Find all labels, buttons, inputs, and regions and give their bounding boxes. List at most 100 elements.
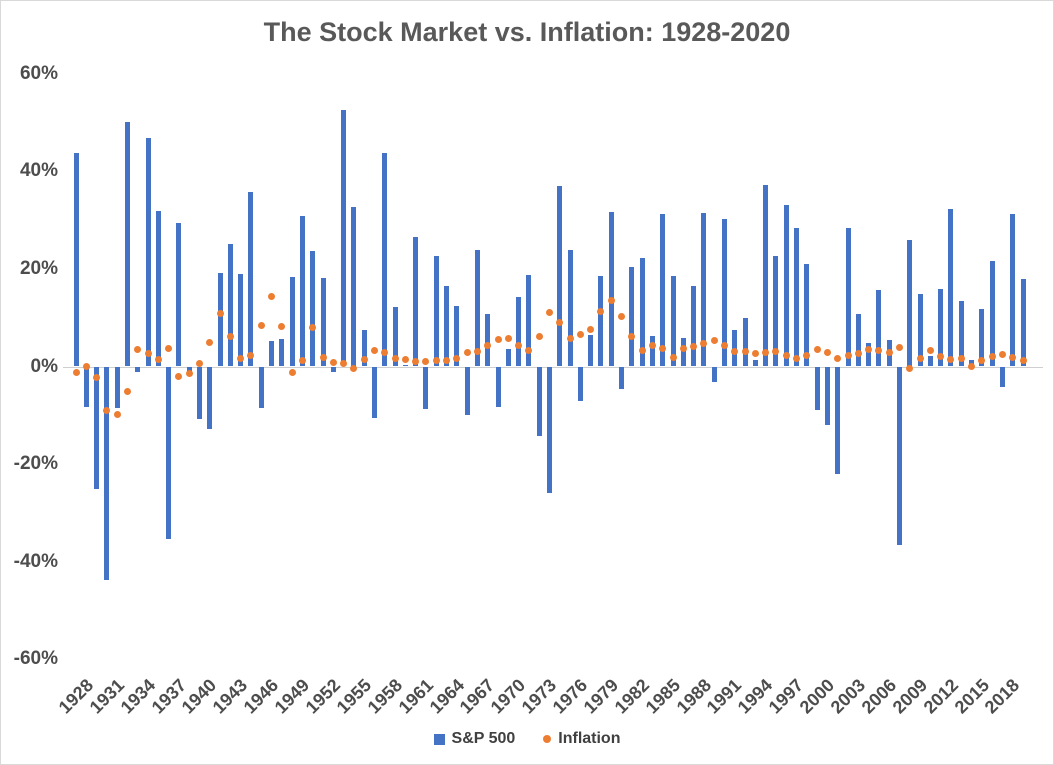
inflation-point-1932 xyxy=(113,411,121,419)
sp500-bar-1970 xyxy=(505,348,511,367)
sp500-bar-2013 xyxy=(948,209,954,367)
inflation-point-2003 xyxy=(844,351,852,359)
sp500-bar-1975 xyxy=(557,185,563,367)
sp500-bar-2014 xyxy=(958,300,964,367)
inflation-point-1931 xyxy=(103,406,111,414)
inflation-point-1934 xyxy=(134,346,142,354)
inflation-point-1944 xyxy=(237,354,245,362)
sp500-bar-2017 xyxy=(989,261,995,367)
sp500-bar-1935 xyxy=(145,138,151,367)
sp500-bar-1980 xyxy=(608,211,614,367)
legend-label-sp500: S&P 500 xyxy=(451,730,516,747)
sp500-bar-1944 xyxy=(238,273,244,367)
inflation-point-1972 xyxy=(525,347,533,355)
sp500-bar-1930 xyxy=(94,366,100,490)
inflation-point-1937 xyxy=(165,345,173,353)
sp500-bar-2018 xyxy=(999,366,1005,387)
inflation-point-1992 xyxy=(731,348,739,356)
inflation-point-1990 xyxy=(710,336,718,344)
zero-axis-line xyxy=(63,367,1043,368)
inflation-point-1979 xyxy=(597,307,605,315)
inflation-point-2009 xyxy=(906,364,914,372)
inflation-point-1941 xyxy=(206,338,214,346)
y-axis-tick-label: -40% xyxy=(13,550,58,572)
sp500-bar-1984 xyxy=(649,336,655,367)
inflation-point-1952 xyxy=(319,353,327,361)
inflation-point-1995 xyxy=(762,349,770,357)
inflation-point-1999 xyxy=(803,352,811,360)
sp500-bar-1978 xyxy=(588,334,594,367)
inflation-point-1939 xyxy=(185,369,193,377)
sp500-bar-1942 xyxy=(217,272,223,367)
sp500-bar-1940 xyxy=(197,366,203,419)
sp500-bar-2005 xyxy=(866,343,872,367)
sp500-bar-1952 xyxy=(320,277,326,367)
sp500-bar-1986 xyxy=(670,276,676,367)
inflation-point-1965 xyxy=(453,355,461,363)
inflation-point-1975 xyxy=(556,318,564,326)
inflation-point-1998 xyxy=(793,355,801,363)
sp500-bar-1968 xyxy=(485,313,491,367)
inflation-point-1966 xyxy=(463,348,471,356)
sp500-bar-1960 xyxy=(402,365,408,367)
inflation-point-1950 xyxy=(298,356,306,364)
sp500-bar-1985 xyxy=(660,214,666,367)
sp500-bar-2011 xyxy=(927,356,933,367)
sp500-bar-1947 xyxy=(269,341,275,367)
sp500-bar-2012 xyxy=(938,288,944,367)
sp500-bar-1955 xyxy=(351,207,357,367)
sp500-bar-2008 xyxy=(896,366,902,546)
sp500-bar-1961 xyxy=(413,236,419,367)
sp500-bar-1966 xyxy=(464,366,470,416)
inflation-point-1942 xyxy=(216,309,224,317)
inflation-point-1984 xyxy=(648,342,656,349)
inflation-point-2011 xyxy=(926,347,934,355)
y-axis-tick-label: 60% xyxy=(19,62,58,84)
y-axis-tick-label: -20% xyxy=(13,453,58,475)
inflation-point-1974 xyxy=(546,309,553,317)
inflation-point-1948 xyxy=(278,323,286,331)
sp500-bar-1948 xyxy=(279,338,285,367)
sp500-bar-1946 xyxy=(258,366,264,408)
sp500-bar-1950 xyxy=(299,216,305,367)
y-axis-tick-label: 40% xyxy=(19,160,58,182)
sp500-bar-1937 xyxy=(166,366,172,539)
sp500-bar-1941 xyxy=(207,366,213,429)
y-axis-tick-label: 0% xyxy=(30,355,58,377)
inflation-point-2012 xyxy=(937,352,945,360)
inflation-point-1973 xyxy=(535,332,543,340)
sp500-bar-1963 xyxy=(433,256,439,367)
sp500-bar-1938 xyxy=(176,223,182,367)
inflation-series-marker-icon xyxy=(543,735,552,743)
sp500-bar-1979 xyxy=(598,276,604,367)
sp500-bar-1936 xyxy=(155,210,161,367)
inflation-point-1997 xyxy=(782,351,790,359)
inflation-point-1940 xyxy=(196,359,204,367)
inflation-point-1928 xyxy=(72,368,80,376)
sp500-bar-2000 xyxy=(814,366,820,411)
sp500-bar-1971 xyxy=(516,297,522,367)
sp500-bar-2003 xyxy=(845,227,851,367)
inflation-point-2002 xyxy=(834,355,842,363)
inflation-point-1985 xyxy=(659,345,667,353)
sp500-bar-2006 xyxy=(876,290,882,367)
inflation-point-1949 xyxy=(288,368,296,376)
sp500-bar-1959 xyxy=(392,307,398,367)
sp500-bar-1983 xyxy=(639,257,645,367)
sp500-bar-1949 xyxy=(289,277,295,367)
inflation-point-1964 xyxy=(443,356,451,364)
inflation-point-1983 xyxy=(638,347,646,355)
sp500-bar-1939 xyxy=(186,366,192,372)
inflation-point-1970 xyxy=(504,335,512,343)
inflation-point-1957 xyxy=(371,346,378,354)
sp500-bar-1931 xyxy=(104,366,110,581)
inflation-point-2001 xyxy=(823,349,831,357)
inflation-point-1994 xyxy=(751,350,759,358)
sp500-bar-2009 xyxy=(907,240,913,367)
sp500-bar-1997 xyxy=(783,204,789,367)
inflation-point-1971 xyxy=(515,341,523,349)
sp500-bar-1993 xyxy=(742,317,748,367)
sp500-bar-1932 xyxy=(114,366,120,409)
inflation-point-2005 xyxy=(865,346,873,354)
y-axis-tick-label: -60% xyxy=(13,648,58,670)
